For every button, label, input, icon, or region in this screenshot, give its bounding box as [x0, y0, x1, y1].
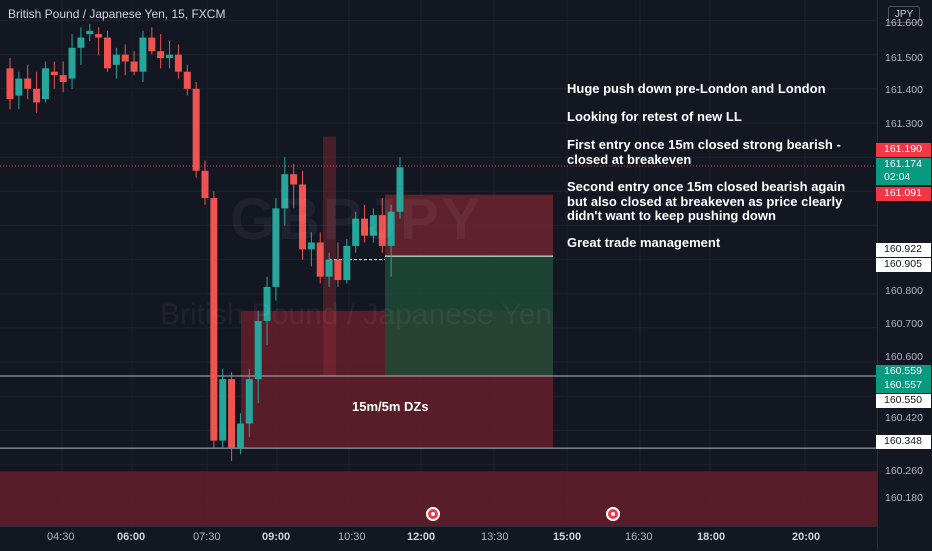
candle-body: [201, 170, 209, 199]
candle-body: [68, 47, 76, 79]
price-tick: 161.500: [885, 52, 923, 64]
price-tag-entry-2: 160.905: [876, 258, 931, 272]
candle-body: [361, 218, 369, 236]
candle-body: [148, 37, 156, 52]
time-tick: 10:30: [338, 531, 366, 543]
demand-zone: [0, 471, 877, 533]
price-tag-target-1: 160.559: [876, 365, 931, 379]
price-tag-stop: 161.190: [876, 143, 931, 157]
price-tag-last: 161.174: [876, 158, 931, 172]
price-tick: 160.420: [885, 412, 923, 424]
candle-body: [139, 37, 147, 72]
candles: [6, 23, 404, 462]
candle-body: [254, 321, 262, 380]
candle-body: [157, 51, 165, 59]
time-tick: 09:00: [262, 531, 291, 543]
candle-body: [121, 54, 129, 62]
price-axis[interactable]: [877, 0, 932, 550]
price-levels: [0, 165, 877, 449]
candle-body: [334, 259, 342, 281]
time-tick: 16:30: [625, 531, 653, 543]
candle-body: [86, 30, 94, 35]
price-tick: 160.180: [885, 492, 923, 504]
candle-body: [316, 242, 324, 277]
annotation-4: Second entry once 15m closed bearish aga…: [567, 179, 846, 223]
candle-body: [281, 174, 289, 209]
price-tag-countdown: 02:04: [876, 171, 931, 185]
annotation-1: Huge push down pre-London and London: [567, 81, 826, 96]
candle-body: [77, 37, 85, 48]
time-tick: 13:30: [481, 531, 509, 543]
price-tag-target-2: 160.557: [876, 379, 931, 393]
price-tick: 160.800: [885, 285, 923, 297]
candle-body: [307, 242, 315, 250]
candle-body: [396, 167, 404, 212]
candle-body: [228, 379, 236, 448]
time-tick: 07:30: [193, 531, 221, 543]
candle-body: [272, 208, 280, 287]
price-tick: 161.600: [885, 17, 923, 29]
candle-body: [263, 286, 271, 322]
candle-body: [6, 68, 14, 100]
zone-label: 15m/5m DZs: [352, 399, 429, 414]
name-watermark: British Pound / Japanese Yen: [160, 298, 552, 331]
price-tag-level-1: 160.550: [876, 394, 931, 408]
candle-body: [192, 88, 200, 171]
annotation-5: Great trade management: [567, 235, 721, 250]
candle-body: [219, 379, 227, 441]
position-reward: [385, 256, 553, 376]
price-tick: 160.260: [885, 465, 923, 477]
union-jack-icon[interactable]: [426, 507, 440, 521]
price-tag-level-2: 160.348: [876, 435, 931, 449]
candle-body: [33, 88, 41, 103]
candle-body: [50, 71, 58, 76]
candle-body: [166, 54, 174, 59]
candle-body: [343, 245, 351, 281]
currency-button[interactable]: JPY: [888, 6, 920, 23]
time-tick: 18:00: [697, 531, 726, 543]
candle-body: [290, 174, 298, 185]
candle-body: [130, 61, 138, 72]
candle-body: [15, 78, 23, 96]
candle-body: [174, 54, 182, 72]
candle-body: [387, 211, 395, 246]
symbol-watermark: GBPJPY: [230, 187, 484, 252]
candle-body: [59, 75, 67, 82]
time-axis[interactable]: [0, 526, 877, 551]
price-tag-red: 161.091: [876, 187, 931, 201]
price-tick: 161.300: [885, 118, 923, 130]
chart-title: British Pound / Japanese Yen, 15, FXCM: [8, 7, 226, 21]
annotation-2: Looking for retest of new LL: [567, 109, 742, 124]
candle-body: [369, 215, 377, 236]
time-tick: 06:00: [117, 531, 146, 543]
price-tick: 160.600: [885, 351, 923, 363]
demand-zones: [0, 136, 877, 533]
candle-body: [245, 379, 253, 424]
price-tag-entry-1: 160.922: [876, 243, 931, 257]
candle-body: [104, 37, 111, 69]
candle-body: [325, 259, 333, 277]
time-tick: 04:30: [47, 531, 75, 543]
candle-body: [236, 423, 244, 448]
candle-body: [210, 198, 218, 441]
candle-body: [299, 184, 306, 250]
time-tick: 12:00: [407, 531, 436, 543]
candle-body: [378, 215, 386, 246]
time-tick: 20:00: [792, 531, 821, 543]
union-jack-icon[interactable]: [606, 507, 620, 521]
candle-body: [112, 54, 120, 65]
candle-body: [95, 34, 103, 38]
candle-body: [24, 78, 32, 89]
position-risk: [385, 194, 553, 257]
candle-body: [41, 68, 49, 100]
time-tick: 15:00: [553, 531, 582, 543]
price-tick: 160.700: [885, 318, 923, 330]
candle-body: [183, 71, 191, 89]
price-tick: 161.400: [885, 84, 923, 96]
candle-body: [352, 218, 360, 246]
annotation-3: First entry once 15m closed strong beari…: [567, 137, 841, 167]
